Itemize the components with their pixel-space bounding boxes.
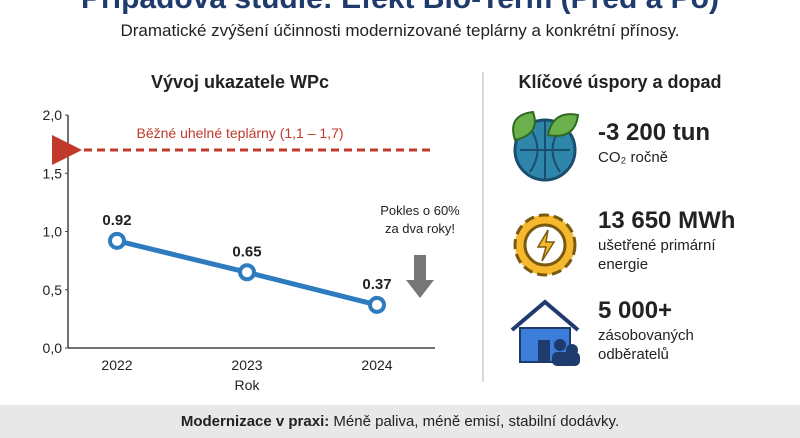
annotation-arrow bbox=[406, 255, 434, 298]
y-tick-label: 0,5 bbox=[43, 282, 63, 298]
y-tick-label: 1,0 bbox=[43, 224, 63, 240]
stat-label: ušetřené primární bbox=[598, 237, 716, 254]
house-icon bbox=[510, 299, 580, 366]
x-tick-label: 2023 bbox=[231, 357, 262, 373]
stat-value: 13 650 MWh bbox=[598, 207, 735, 234]
globe-icon bbox=[512, 110, 580, 182]
value-label: 0.65 bbox=[232, 243, 261, 260]
y-tick-label: 0,0 bbox=[43, 340, 63, 356]
value-label: 0.92 bbox=[102, 212, 131, 229]
reference-label: Běžné uhelné teplárny (1,1 – 1,7) bbox=[136, 125, 343, 141]
page-subtitle: Dramatické zvýšení účinnosti modernizova… bbox=[120, 21, 679, 40]
stat-label: zásobovaných bbox=[598, 327, 694, 344]
x-tick-label: 2024 bbox=[361, 357, 392, 373]
x-axis-label: Rok bbox=[235, 377, 261, 393]
data-point bbox=[368, 295, 386, 314]
y-tick-label: 2,0 bbox=[43, 107, 63, 123]
stat-label: CO₂ ročně bbox=[598, 149, 668, 166]
x-tick-label: 2022 bbox=[101, 357, 132, 373]
annotation: Pokles o 60% bbox=[380, 203, 460, 218]
y-tick-label: 1,5 bbox=[43, 165, 63, 181]
chart-title: Vývoj ukazatele WPc bbox=[151, 72, 329, 92]
stat-value: -3 200 tun bbox=[598, 119, 710, 146]
stat-label: energie bbox=[598, 256, 648, 273]
footer-text: Méně paliva, méně emisí, stabilní dodávk… bbox=[329, 413, 619, 430]
stat-label: odběratelů bbox=[598, 346, 669, 363]
footer-lead: Modernizace v praxi: bbox=[181, 413, 329, 430]
footer-band bbox=[0, 405, 800, 438]
data-point bbox=[238, 263, 256, 282]
data-point bbox=[108, 231, 126, 250]
footer: Modernizace v praxi: Méně paliva, méně e… bbox=[181, 413, 619, 430]
value-label: 0.37 bbox=[362, 276, 391, 293]
panel-title: Klíčové úspory a dopad bbox=[518, 72, 721, 92]
page-title: Případová studie: Efekt Bio-Term (Před a… bbox=[81, 0, 719, 15]
stat-value: 5 000+ bbox=[598, 297, 672, 324]
annotation: za dva roky! bbox=[385, 221, 455, 236]
gear-icon bbox=[513, 213, 577, 277]
